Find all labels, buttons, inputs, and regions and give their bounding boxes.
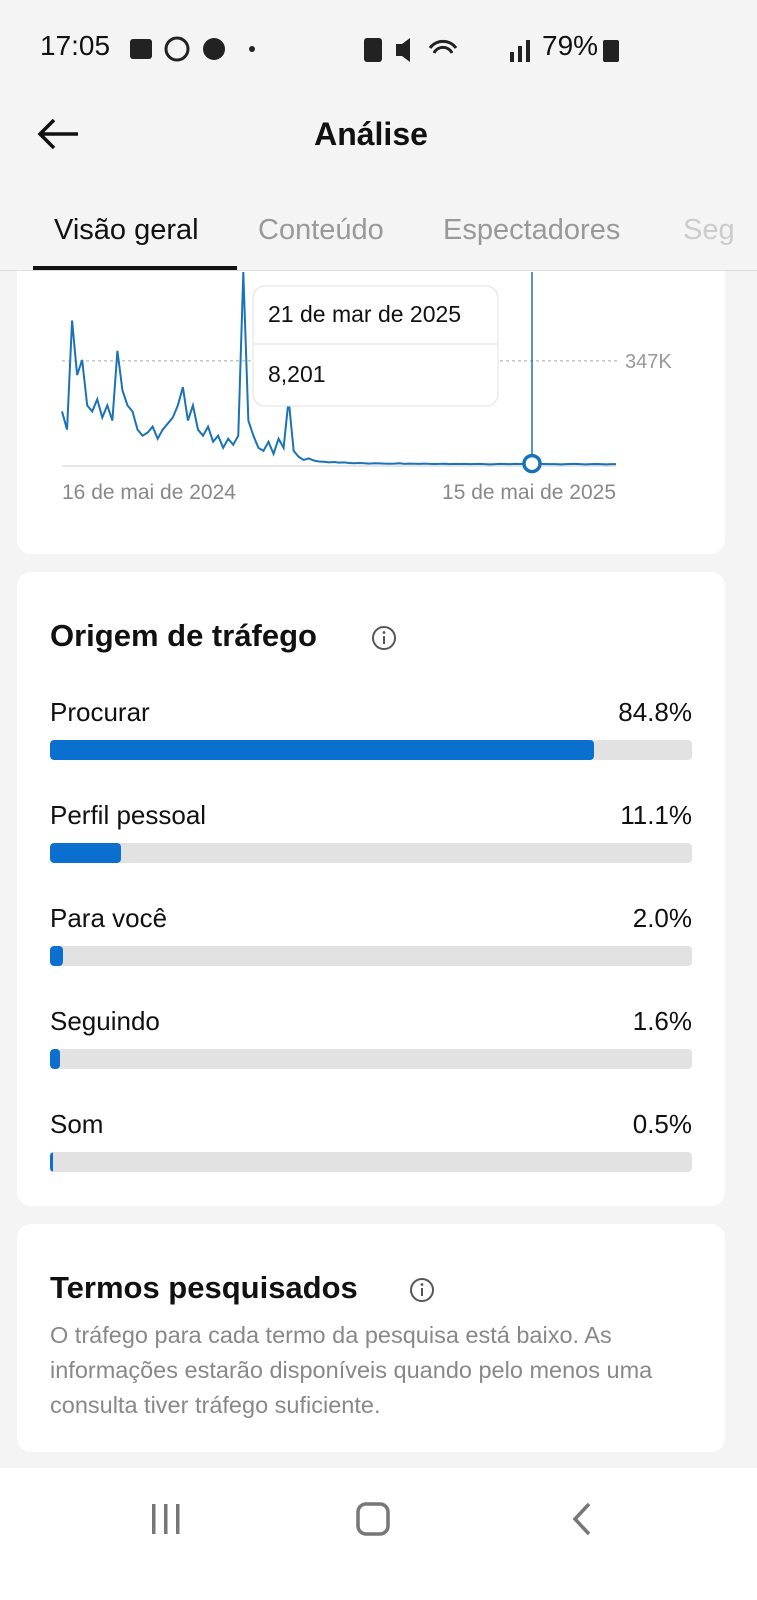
tooltip-date: 21 de mar de 2025 xyxy=(268,301,461,327)
tab[interactable]: Espectadores xyxy=(443,214,621,246)
clock: 17:05 xyxy=(40,30,111,61)
bar xyxy=(50,1049,61,1069)
info-icon[interactable] xyxy=(408,1276,436,1304)
terms-text: O tráfego para cada termo da pesquisa es… xyxy=(50,1322,653,1418)
divider xyxy=(0,270,757,271)
x-tick-label: 15 de mai de 2025 xyxy=(442,481,616,504)
system-icons xyxy=(364,38,530,62)
chart: 347K 21 de mar de 2025 8,201 16 de mai de 2… xyxy=(61,271,672,504)
bar-track xyxy=(50,1049,692,1069)
traffic-label: Procurar xyxy=(50,697,150,727)
bar-track xyxy=(50,740,692,760)
traffic-value: 2.0% xyxy=(632,903,692,933)
selected-point xyxy=(522,453,542,474)
traffic-label: Perfil pessoal xyxy=(50,800,207,830)
bar-track xyxy=(50,1152,692,1172)
traffic-value: 0.5% xyxy=(632,1109,692,1139)
page-title: Análise xyxy=(314,116,428,152)
battery-icon xyxy=(603,40,619,62)
tab[interactable]: Conteúdo xyxy=(258,214,384,246)
bar xyxy=(50,946,63,966)
bar xyxy=(50,740,595,760)
battery: 79% xyxy=(542,30,599,61)
section-title: Origem de tráfego xyxy=(50,618,317,653)
x-tick-label: 16 de mai de 2024 xyxy=(62,481,236,504)
section-title: Termos pesquisados xyxy=(50,1270,358,1305)
tooltip xyxy=(252,285,499,407)
traffic-value: 84.8% xyxy=(618,697,692,727)
reference-label: 347K xyxy=(625,351,672,373)
tooltip-value: 8,201 xyxy=(268,361,326,387)
traffic-value: 11.1% xyxy=(620,800,692,830)
back-button[interactable] xyxy=(34,114,84,154)
bar xyxy=(50,843,122,863)
tab[interactable]: Seg xyxy=(683,214,735,246)
bar xyxy=(50,1152,54,1172)
traffic-value: 1.6% xyxy=(632,1006,692,1036)
traffic-card xyxy=(17,572,725,1206)
traffic-label: Seguindo xyxy=(50,1006,160,1036)
tab[interactable]: Visão geral xyxy=(54,214,199,246)
traffic-label: Para você xyxy=(50,903,168,933)
bar-track xyxy=(50,946,692,966)
traffic-label: Som xyxy=(50,1109,104,1139)
bar-track xyxy=(50,843,692,863)
nav-buttons[interactable] xyxy=(0,1490,757,1550)
info-icon[interactable] xyxy=(370,624,398,652)
status-icons xyxy=(130,36,255,62)
terms-card xyxy=(17,1224,725,1452)
tab-indicator xyxy=(33,266,237,270)
